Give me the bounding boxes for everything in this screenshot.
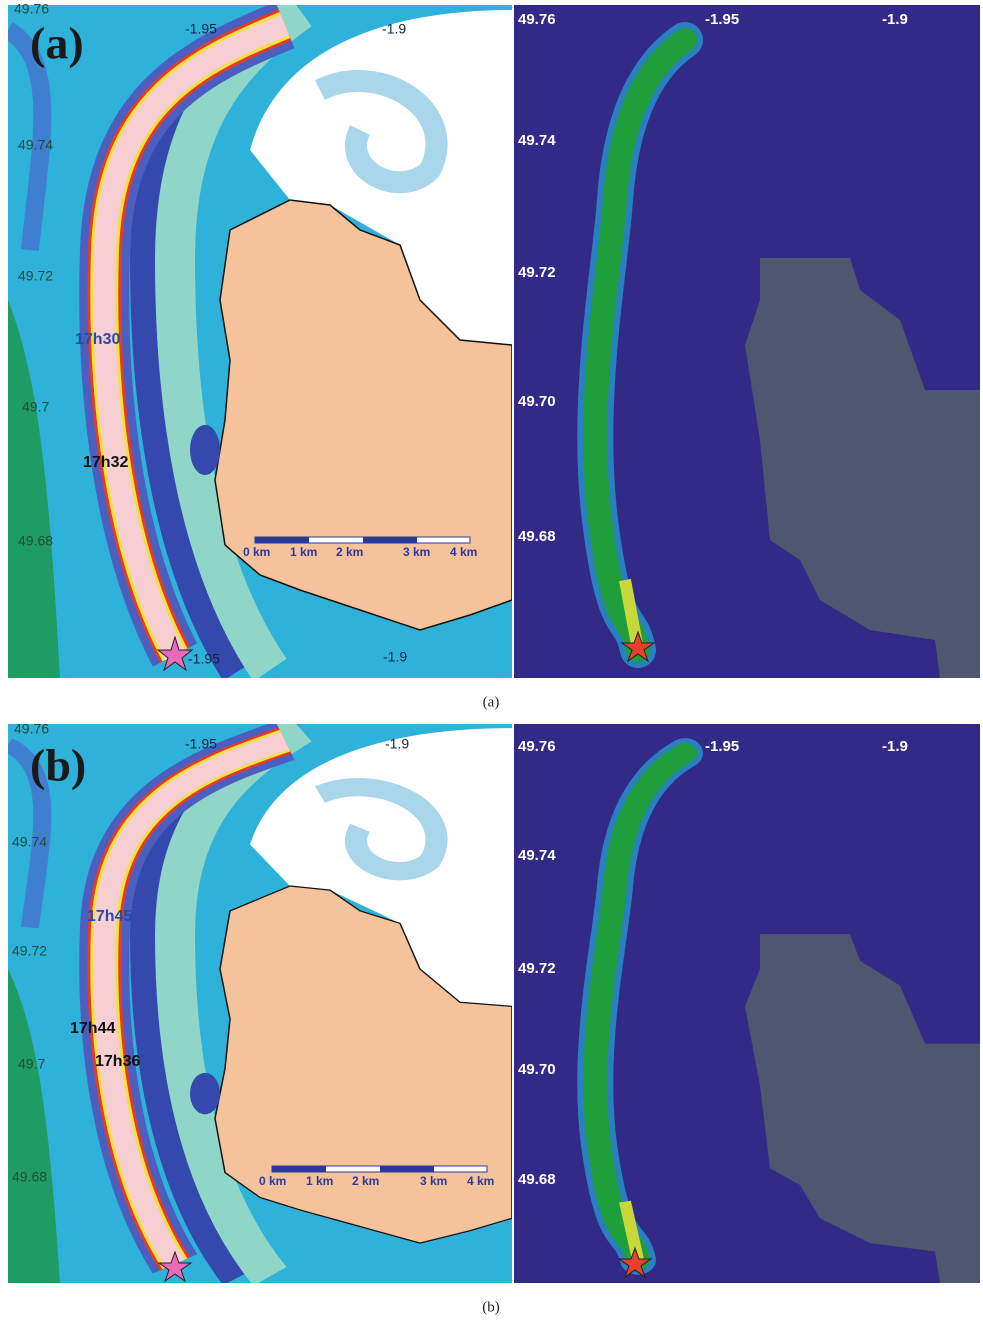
- lat-label: 49.72: [518, 264, 556, 281]
- scale-label: 4 km: [450, 545, 477, 559]
- lat-label: 49.76: [518, 11, 556, 28]
- right-map-b: [514, 724, 980, 1283]
- figure: (a) 49.76 49.74 49.72 49.7 49.68 -1.95 -…: [0, 0, 983, 1320]
- scale-label: 1 km: [290, 545, 317, 559]
- lat-label: 49.74: [518, 847, 556, 864]
- right-map-a: [514, 5, 980, 678]
- time-label: 17h36: [95, 1053, 140, 1070]
- lat-label: 49.74: [18, 137, 53, 153]
- lon-label: -1.9: [383, 649, 407, 665]
- scale-label: 2 km: [336, 545, 363, 559]
- lon-label: -1.95: [705, 738, 739, 755]
- scale-label: 4 km: [467, 1174, 494, 1188]
- lat-label: 49.74: [12, 834, 47, 850]
- scale-label: 0 km: [259, 1174, 286, 1188]
- lon-label: -1.9: [882, 738, 908, 755]
- lon-label: -1.95: [705, 11, 739, 28]
- lon-label: -1.9: [882, 11, 908, 28]
- scale-label: 3 km: [403, 545, 430, 559]
- scale-bar: [272, 1166, 487, 1172]
- lat-label: 49.70: [518, 393, 556, 410]
- left-map-b: [8, 724, 512, 1283]
- caption: (a): [483, 694, 500, 710]
- scale-label: 2 km: [352, 1174, 379, 1188]
- scale-bar: [255, 537, 470, 543]
- lon-label: -1.95: [185, 21, 217, 37]
- panel-label: (b): [30, 740, 86, 791]
- lat-label: 49.72: [12, 943, 47, 959]
- lat-label: 49.72: [518, 960, 556, 977]
- time-label: 17h45: [87, 908, 132, 925]
- lat-label: 49.68: [18, 533, 53, 549]
- lat-label: 49.72: [18, 268, 53, 284]
- lat-label: 49.68: [12, 1169, 47, 1185]
- lat-label: 49.68: [518, 528, 556, 545]
- time-label: 17h44: [70, 1020, 115, 1037]
- lon-label: -1.95: [188, 651, 220, 667]
- lat-label: 49.74: [518, 132, 556, 149]
- scale-label: 3 km: [420, 1174, 447, 1188]
- lon-label: -1.95: [185, 736, 217, 752]
- lat-label: 49.76: [14, 721, 49, 737]
- lon-label: -1.9: [382, 21, 406, 37]
- lat-label: 49.70: [518, 1061, 556, 1078]
- scale-label: 1 km: [306, 1174, 333, 1188]
- caption: (b): [482, 1299, 500, 1315]
- lat-label: 49.68: [518, 1171, 556, 1188]
- lat-label: 49.7: [18, 1056, 45, 1072]
- lat-label: 49.76: [518, 738, 556, 755]
- panel-label: (a): [30, 18, 84, 69]
- time-label: 17h30: [75, 331, 120, 348]
- scale-label: 0 km: [243, 545, 270, 559]
- lat-label: 49.76: [14, 1, 49, 17]
- lat-label: 49.7: [22, 399, 49, 415]
- time-label: 17h32: [83, 454, 128, 471]
- lon-label: -1.9: [385, 736, 409, 752]
